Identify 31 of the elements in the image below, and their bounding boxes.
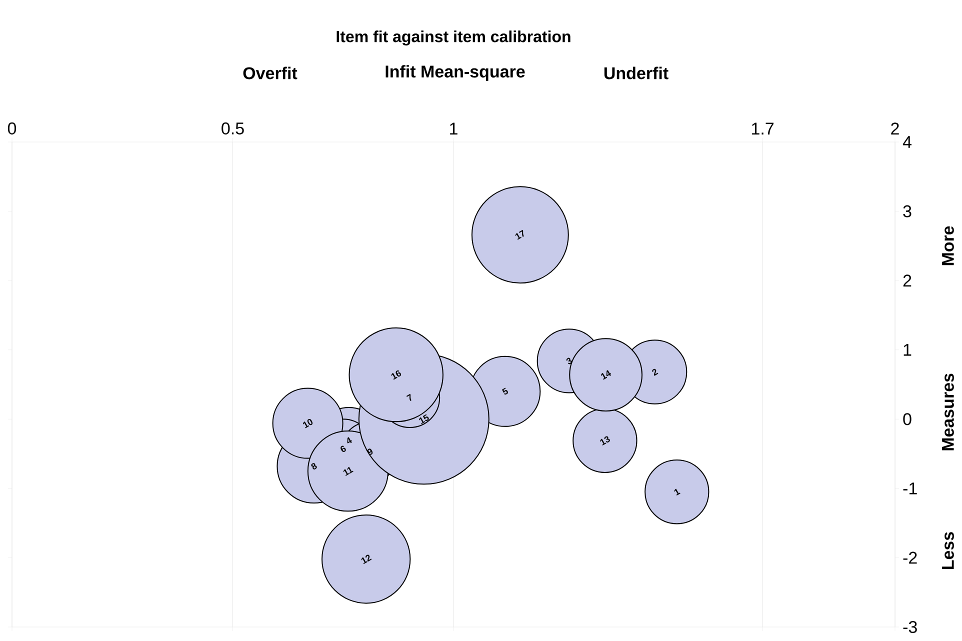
y-tick-label: 2 <box>903 274 912 287</box>
y-tick-label: -1 <box>903 482 917 494</box>
x-tick-label: 0 <box>8 122 16 134</box>
annotation: 12 <box>361 554 372 564</box>
annotation: 13 <box>600 436 610 446</box>
annotation: 10 <box>302 418 313 428</box>
annotation: 17 <box>515 230 524 240</box>
y-axis-title: Measures <box>942 374 954 450</box>
annotation: 1 <box>674 488 680 496</box>
annotation: 7 <box>406 394 412 401</box>
y-tick-label: 3 <box>903 205 912 218</box>
y-tick-label: 1 <box>904 344 912 356</box>
y-tick-label: 0 <box>903 413 912 426</box>
annotation: 5 <box>502 388 508 395</box>
chart-title: Item fit against item calibration <box>336 30 570 46</box>
y-tick-label: 4 <box>902 136 912 148</box>
text: Less <box>942 532 954 570</box>
text: More <box>942 226 954 266</box>
x-tick-label: 1 <box>450 122 458 134</box>
annotation: 16 <box>391 370 402 380</box>
x-tick-label: 2 <box>891 122 899 134</box>
text: Underfit <box>604 66 668 80</box>
annotation: 14 <box>600 370 612 380</box>
annotation: 2 <box>652 368 658 376</box>
y-tick-label: -2 <box>903 552 917 564</box>
x-tick-label: 0.5 <box>222 122 244 134</box>
x-tick-label: 1.7 <box>752 122 774 134</box>
annotation: 15 <box>419 414 429 424</box>
text: Overfit <box>243 66 298 80</box>
y-tick-label: -3 <box>903 620 917 634</box>
x-axis-title: Infit Mean-square <box>386 65 525 81</box>
